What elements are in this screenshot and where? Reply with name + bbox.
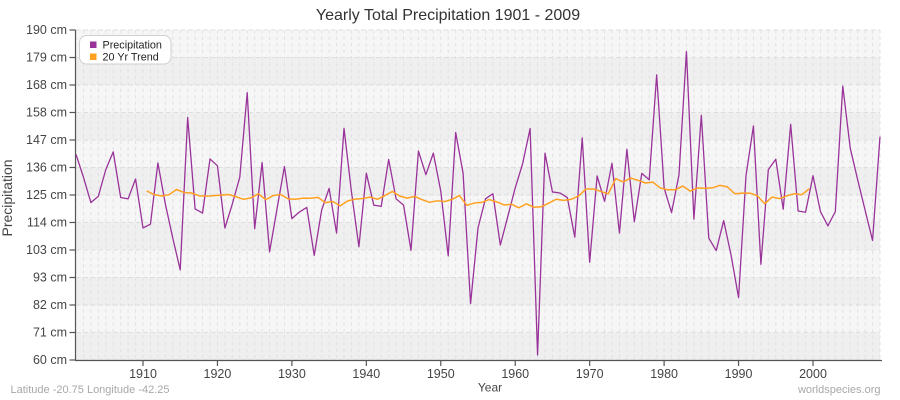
svg-text:1980: 1980 (650, 367, 678, 381)
svg-text:1960: 1960 (501, 367, 529, 381)
svg-text:114 cm: 114 cm (27, 216, 67, 230)
svg-text:103 cm: 103 cm (26, 243, 67, 257)
svg-text:158 cm: 158 cm (26, 106, 67, 120)
svg-text:Latitude -20.75 Longitude -42.: Latitude -20.75 Longitude -42.25 (11, 384, 170, 396)
svg-text:179 cm: 179 cm (26, 51, 67, 65)
svg-text:1950: 1950 (427, 367, 455, 381)
svg-text:Precipitation: Precipitation (0, 159, 15, 236)
svg-text:93 cm: 93 cm (33, 271, 67, 285)
svg-text:1910: 1910 (129, 367, 157, 381)
svg-text:1940: 1940 (352, 367, 380, 381)
svg-text:136 cm: 136 cm (26, 161, 67, 175)
svg-text:168 cm: 168 cm (26, 78, 67, 92)
svg-text:60 cm: 60 cm (33, 353, 67, 367)
svg-text:2000: 2000 (799, 367, 827, 381)
svg-text:1920: 1920 (204, 367, 232, 381)
svg-text:147 cm: 147 cm (26, 133, 67, 147)
svg-text:worldspecies.org: worldspecies.org (797, 384, 881, 396)
svg-text:190 cm: 190 cm (26, 23, 67, 37)
svg-text:20 Yr Trend: 20 Yr Trend (103, 52, 159, 64)
svg-text:1930: 1930 (278, 367, 306, 381)
svg-text:82 cm: 82 cm (33, 298, 67, 312)
svg-text:Year: Year (478, 381, 502, 395)
svg-text:1990: 1990 (725, 367, 753, 381)
svg-text:Precipitation: Precipitation (103, 40, 162, 52)
svg-text:1970: 1970 (576, 367, 604, 381)
svg-text:125 cm: 125 cm (26, 188, 67, 202)
svg-text:71 cm: 71 cm (33, 326, 67, 340)
svg-text:Yearly Total Precipitation 190: Yearly Total Precipitation 1901 - 2009 (316, 7, 580, 24)
